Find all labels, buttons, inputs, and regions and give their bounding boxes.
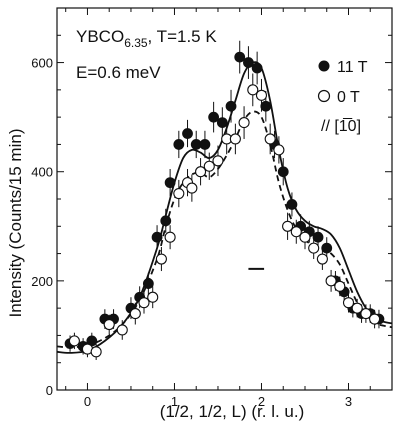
point-0t [282,220,294,232]
point-0t [138,297,150,309]
point-11t [208,111,220,123]
point-11t [164,177,176,189]
point-0t [255,89,268,101]
point-0t [316,253,328,265]
legend-marker-0t [317,89,331,103]
point-11t [243,57,254,68]
point-11t [142,278,154,289]
point-0t [129,308,141,320]
point-0t [273,144,285,156]
legend: 11 T 0 T // [1̅0] [317,59,368,135]
point-0t [247,84,259,96]
y-axis-label: Intensity (Counts/15 min) [6,129,25,318]
point-0t [334,280,346,292]
y-tick-label: 200 [31,274,53,289]
point-0t [290,226,302,238]
point-0t [264,133,276,145]
tick-labels: 0 1 2 3 0 200 400 600 [31,56,352,409]
point-11t [260,100,272,112]
point-0t [369,313,381,325]
point-11t [251,62,263,74]
x-axis-label: (1/2, 1/2, L) (r. l. u.) [160,402,305,421]
point-11t [199,139,211,150]
point-0t [186,182,198,194]
point-11t [173,139,185,150]
point-11t [160,215,172,227]
point-11t [225,100,237,112]
y-tick-label: 400 [31,165,53,180]
point-11t [277,166,289,178]
legend-label-0t: 0 T [337,89,360,106]
point-0t [90,346,102,358]
y-tick-label: 0 [46,383,53,398]
point-0t [173,187,185,200]
axes [56,7,393,391]
y-tick-label: 600 [31,56,53,71]
point-0t [212,155,224,167]
point-0t [351,302,363,314]
point-0t [203,160,215,172]
point-0t [360,308,372,320]
fit-line-dashed [56,110,393,349]
point-11t [321,242,333,254]
point-0t [155,253,167,265]
legend-direction: // [1̅0] [321,117,361,135]
point-0t [229,133,241,145]
x-tick-label: 1 [171,394,178,409]
point-0t [147,291,159,303]
point-0t [308,242,320,254]
point-0t [342,297,355,309]
x-tick-label: 2 [258,394,265,409]
sample-temperature: , T=1.5 K [148,27,218,46]
point-0t [238,117,250,129]
point-0t [195,166,207,178]
point-11t [312,231,324,243]
sample-annotation: YBCO6.35, T=1.5 K [76,27,217,50]
point-0t [103,318,115,331]
point-11t [216,117,228,128]
data-points [64,51,385,358]
point-11t [182,128,193,139]
point-0t [299,231,311,243]
legend-label-11t: 11 T [337,59,368,76]
point-0t [68,335,80,347]
point-0t [164,231,176,243]
point-0t [325,275,337,287]
point-11t [234,51,246,63]
legend-marker-11t [318,60,330,72]
energy-annotation: E=0.6 meV [76,63,161,82]
point-11t [151,231,163,243]
sample-subscript: 6.35 [124,36,148,50]
x-tick-label: 0 [84,394,91,409]
sample-main: YBCO [76,27,124,46]
point-11t [286,199,298,210]
x-tick-label: 3 [345,394,352,409]
error-bars [69,40,380,360]
point-0t [116,324,128,336]
